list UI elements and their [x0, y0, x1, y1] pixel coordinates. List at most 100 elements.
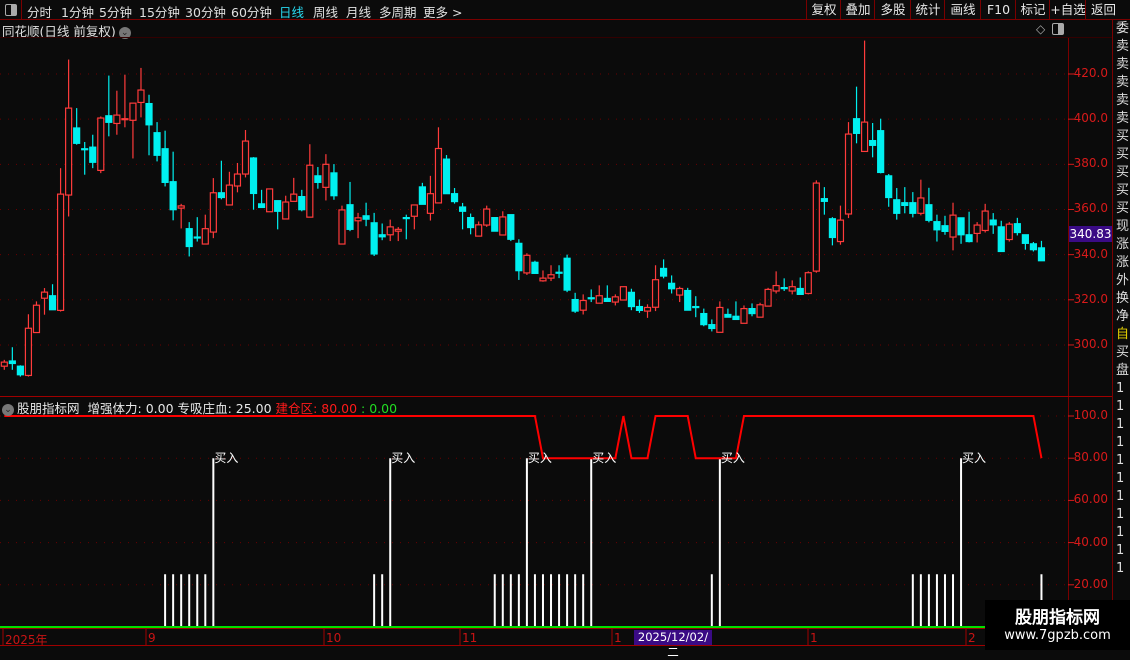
candle: [635, 299, 644, 313]
toolbar-button-8[interactable]: 返回: [1085, 0, 1121, 19]
candle-body: [193, 236, 201, 239]
candle-body: [748, 308, 756, 315]
price-axis-label: 300.0: [1073, 336, 1108, 351]
toolbar-button-0[interactable]: 复权: [806, 0, 841, 19]
candle-body: [869, 140, 877, 146]
candle: [933, 214, 941, 242]
candle-body: [306, 164, 314, 218]
candle: [917, 179, 925, 216]
candle-body: [579, 299, 587, 311]
side-column-cell: 卖: [1116, 111, 1130, 126]
date-label: 2: [968, 631, 976, 645]
indicator-axis-label: 100.0: [1073, 408, 1108, 422]
candle-body: [410, 204, 418, 217]
candle: [619, 286, 627, 301]
candle: [418, 182, 426, 205]
candle-body: [812, 182, 820, 272]
date-label: 9: [148, 631, 156, 645]
candle: [844, 122, 853, 219]
tab-0[interactable]: 分时: [27, 5, 53, 20]
candle-body: [434, 147, 443, 204]
candle: [161, 130, 169, 187]
tab-7[interactable]: 周线: [313, 5, 339, 20]
candle-body: [716, 306, 724, 333]
candle: [772, 271, 780, 294]
candle-body: [241, 140, 250, 175]
candle-body: [539, 277, 547, 282]
price-axis-label: 320.0: [1073, 291, 1108, 306]
tab-3[interactable]: 15分钟: [139, 5, 180, 20]
side-column-cell: 买: [1116, 147, 1130, 162]
candle: [555, 265, 563, 279]
tab-9[interactable]: 多周期: [379, 5, 417, 20]
candle: [796, 277, 804, 295]
candle: [193, 217, 201, 242]
candle-body: [177, 205, 185, 209]
legend-name: 专吸庄血: [177, 401, 228, 416]
candle-body: [129, 102, 137, 121]
candle: [1021, 234, 1029, 250]
legend-name: 建仓区: [275, 401, 314, 416]
side-column-cell: 1: [1116, 471, 1125, 486]
candle: [579, 294, 587, 315]
chevron-down-icon[interactable]: ⌄: [118, 26, 131, 39]
candle-body: [32, 304, 41, 334]
candle: [507, 214, 515, 242]
panel-toggle-icon[interactable]: [0, 0, 22, 19]
tab-2[interactable]: 5分钟: [99, 5, 132, 20]
candle: [145, 94, 153, 156]
side-column-cell: 买: [1116, 129, 1130, 144]
panel-toggle-icon[interactable]: [1052, 23, 1064, 35]
candle: [274, 200, 282, 230]
candle: [475, 221, 483, 237]
toolbar-button-2[interactable]: 多股: [874, 0, 911, 19]
candle-body: [708, 324, 716, 330]
candle-body: [65, 107, 73, 196]
candle: [314, 167, 322, 189]
candle-body: [828, 218, 837, 239]
diamond-icon[interactable]: ◇: [1036, 22, 1046, 36]
candle: [901, 187, 909, 214]
candle-body: [676, 287, 684, 296]
candle: [24, 314, 33, 377]
toolbar-button-4[interactable]: 画线: [944, 0, 981, 19]
candle-body: [981, 210, 989, 232]
tab-4[interactable]: 30分钟: [185, 5, 226, 20]
legend-value: 25.00: [235, 401, 272, 416]
candle: [153, 122, 161, 162]
candle: [354, 212, 362, 239]
tab-5[interactable]: 60分钟: [231, 5, 272, 20]
candle-body: [266, 188, 274, 213]
candle: [467, 213, 475, 235]
candle-body: [153, 132, 161, 156]
candle-body: [997, 226, 1005, 253]
candle-body: [555, 271, 563, 274]
current-price-tag: 340.83: [1069, 226, 1112, 242]
candle: [257, 189, 266, 209]
candle: [571, 292, 579, 313]
candle: [97, 116, 105, 174]
side-column-cell: 买: [1116, 345, 1130, 360]
toolbar-button-5[interactable]: F10: [980, 0, 1016, 19]
candle-body: [314, 175, 322, 183]
candle: [330, 164, 338, 200]
toolbar-button-3[interactable]: 统计: [910, 0, 945, 19]
candle-body: [957, 217, 965, 236]
candle: [869, 122, 877, 158]
tab-1[interactable]: 1分钟: [61, 5, 94, 20]
tab-8[interactable]: 月线: [346, 5, 372, 20]
toolbar-button-6[interactable]: 标记: [1015, 0, 1050, 19]
chevron-down-icon[interactable]: ⌄: [2, 403, 14, 416]
toolbar-button-1[interactable]: 叠加: [840, 0, 875, 19]
candle: [643, 304, 652, 318]
side-column-cell: 1: [1116, 381, 1125, 396]
tab-6[interactable]: 日线: [279, 5, 305, 20]
candle-body: [619, 286, 627, 301]
candle-body: [322, 163, 330, 188]
chart-title-row: 同花顺(日线 前复权) ⌄: [2, 21, 131, 40]
tab-10[interactable]: 更多 >: [423, 5, 463, 20]
toolbar-button-7[interactable]: +自选: [1049, 0, 1086, 19]
candle: [515, 239, 523, 280]
watermark-name: 股朋指标网: [1015, 608, 1100, 628]
